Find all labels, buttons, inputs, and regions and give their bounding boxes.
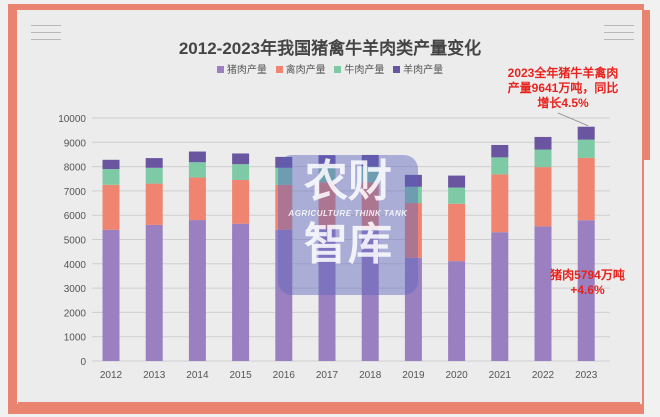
bar-segment bbox=[361, 229, 379, 361]
bar-segment bbox=[102, 184, 120, 230]
bar-segment bbox=[102, 159, 120, 170]
x-tick-label: 2013 bbox=[143, 370, 166, 381]
bar-segment bbox=[102, 169, 120, 185]
y-tick-label: 0 bbox=[80, 357, 86, 368]
x-tick-label: 2021 bbox=[489, 370, 512, 381]
bar-segment bbox=[318, 228, 336, 361]
bottom-divider bbox=[18, 402, 640, 407]
bar-segment bbox=[448, 175, 466, 188]
bar-segment bbox=[577, 220, 595, 361]
bar-segment bbox=[232, 179, 250, 224]
bar-segment bbox=[534, 167, 552, 227]
bar-segment bbox=[318, 155, 336, 167]
x-tick-label: 2023 bbox=[575, 370, 598, 381]
bar-segment bbox=[491, 174, 509, 233]
y-tick-label: 4000 bbox=[64, 260, 87, 271]
bar-segment bbox=[448, 261, 466, 361]
bar-segment bbox=[188, 177, 206, 221]
bar-segment bbox=[232, 223, 250, 361]
watermark-logo: 农财 AGRICULTURE THINK TANK 智库 bbox=[278, 155, 418, 295]
bar-segment bbox=[404, 257, 422, 361]
annotation-leader-line bbox=[557, 112, 589, 127]
bar-segment bbox=[188, 162, 206, 178]
bar-segment bbox=[275, 184, 293, 230]
bar-segment bbox=[448, 203, 466, 262]
side-strip bbox=[642, 10, 650, 160]
bar-segment bbox=[102, 229, 120, 361]
bar-segment bbox=[232, 153, 250, 165]
bar-segment bbox=[145, 167, 163, 184]
legend-item: 禽肉产量 bbox=[275, 61, 326, 76]
bar-segment bbox=[361, 154, 379, 167]
bar-segment bbox=[534, 226, 552, 361]
bar-segment bbox=[275, 229, 293, 361]
x-tick-label: 2022 bbox=[532, 370, 555, 381]
annotation-pork: 猪肉5794万吨 +4.6% bbox=[550, 268, 625, 297]
bar-segment bbox=[491, 144, 509, 158]
legend: 猪肉产量 禽肉产量 牛肉产量 羊肉产量 bbox=[0, 61, 660, 76]
bar-segment bbox=[275, 156, 293, 168]
legend-item: 羊肉产量 bbox=[393, 61, 443, 76]
bar-segment bbox=[577, 126, 595, 140]
bar-segment bbox=[577, 139, 595, 158]
bar-segment bbox=[145, 158, 163, 168]
x-tick-label: 2017 bbox=[316, 370, 339, 381]
bar-segment bbox=[491, 232, 509, 361]
chart-title: 2012-2023年我国猪禽牛羊肉类产量变化 bbox=[178, 39, 482, 58]
bar-segment bbox=[318, 166, 336, 183]
bar-segment bbox=[188, 151, 206, 163]
y-tick-label: 7000 bbox=[64, 187, 87, 198]
bar-segment bbox=[404, 203, 422, 258]
bar-segment bbox=[145, 224, 163, 361]
bar-segment bbox=[318, 182, 336, 229]
x-tick-label: 2020 bbox=[445, 370, 468, 381]
x-tick-label: 2016 bbox=[273, 370, 296, 381]
legend-item: 牛肉产量 bbox=[334, 61, 384, 76]
y-tick-label: 3000 bbox=[64, 284, 87, 295]
y-tick-label: 5000 bbox=[64, 236, 87, 247]
bar-segment bbox=[188, 220, 206, 361]
legend-item: 猪肉产量 bbox=[216, 61, 267, 76]
bar-segment bbox=[448, 187, 466, 204]
bar-segment bbox=[404, 186, 422, 204]
x-tick-label: 2015 bbox=[229, 370, 252, 381]
menu-lines-icon-left bbox=[31, 25, 61, 46]
y-tick-label: 6000 bbox=[64, 211, 87, 222]
x-tick-label: 2012 bbox=[100, 370, 123, 381]
bar-segment bbox=[145, 183, 163, 225]
bar-segment bbox=[491, 157, 509, 175]
bar-segment bbox=[534, 149, 552, 168]
y-tick-label: 1000 bbox=[64, 333, 87, 344]
bar-segment bbox=[361, 182, 379, 230]
y-tick-label: 2000 bbox=[64, 308, 87, 319]
bar-segment bbox=[232, 164, 250, 180]
bar-segment bbox=[361, 166, 379, 183]
annotation-total: 2023全年猪牛羊禽肉 产量9641万吨，同比 增长4.5% bbox=[507, 66, 619, 110]
y-tick-label: 9000 bbox=[64, 138, 87, 149]
x-tick-label: 2019 bbox=[402, 370, 425, 381]
x-tick-label: 2018 bbox=[359, 370, 382, 381]
x-tick-label: 2014 bbox=[186, 370, 209, 381]
y-tick-label: 8000 bbox=[64, 163, 87, 174]
bar-segment bbox=[534, 136, 552, 150]
bar-segment bbox=[275, 167, 293, 185]
menu-lines-icon-right bbox=[604, 25, 634, 46]
bar-segment bbox=[404, 174, 422, 187]
bar-segment bbox=[577, 157, 595, 221]
y-tick-label: 10000 bbox=[58, 114, 86, 125]
